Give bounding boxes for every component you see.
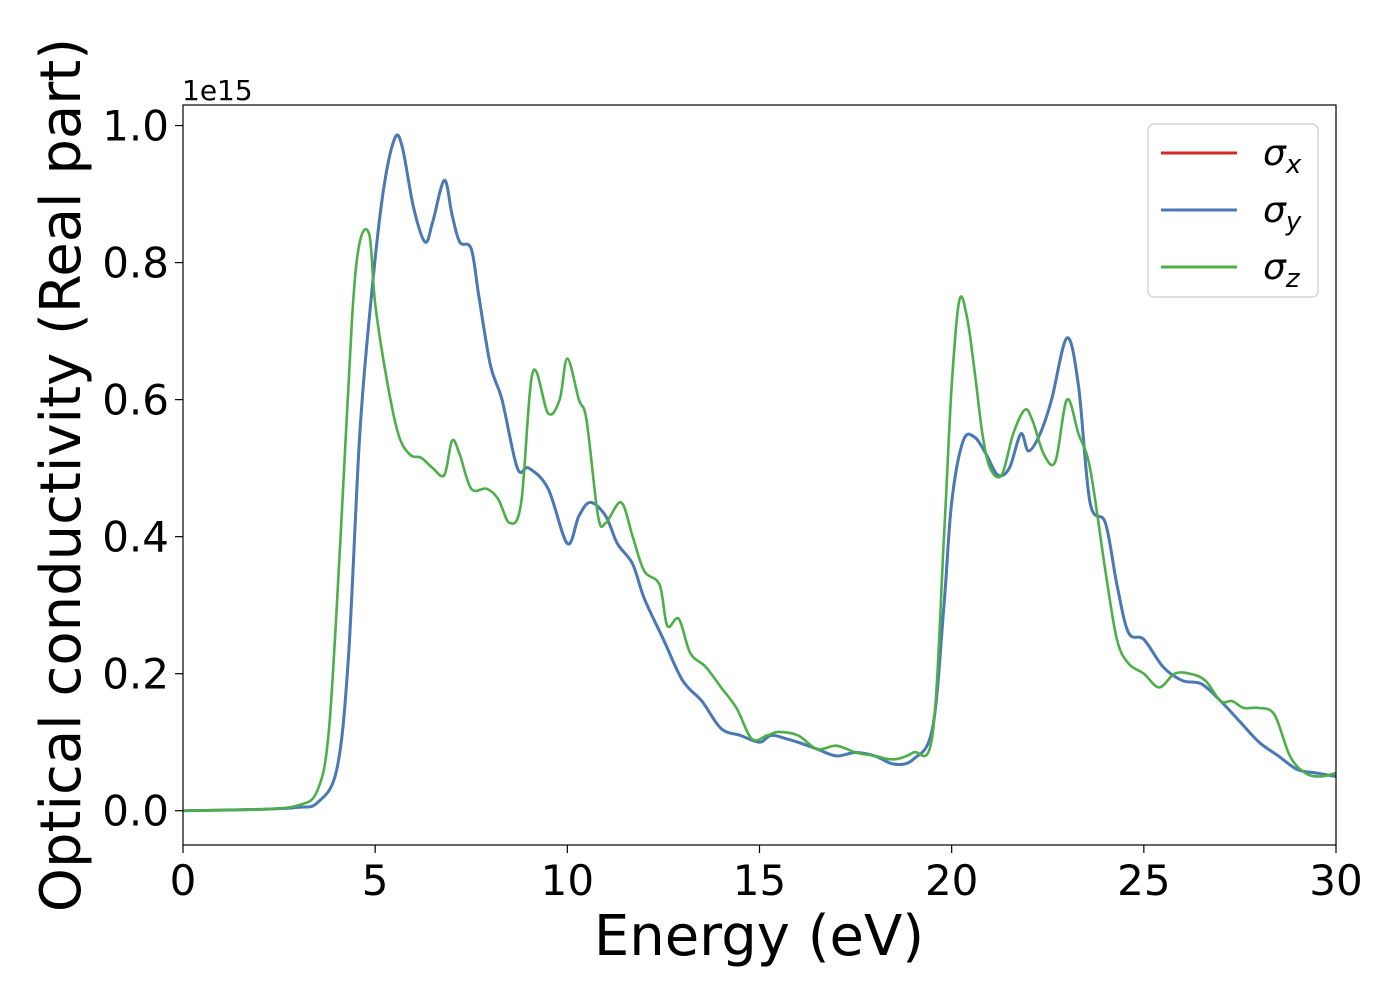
y-offset-label: 1e15 bbox=[182, 74, 253, 107]
x-tick-label: 20 bbox=[925, 856, 978, 905]
y-tick-label: 1.0 bbox=[102, 102, 169, 151]
series-line-y bbox=[183, 133, 1336, 813]
series-layer bbox=[183, 133, 1336, 813]
y-axis-label: Optical conductivity (Real part) bbox=[29, 38, 94, 912]
x-tick-label: 5 bbox=[362, 856, 389, 905]
y-tick-label: 0.4 bbox=[102, 513, 169, 562]
series-line-z bbox=[183, 227, 1336, 813]
legend: σx σy σz bbox=[1147, 123, 1319, 298]
y-tick-label: 0.8 bbox=[102, 239, 169, 288]
x-tick-label: 15 bbox=[733, 856, 786, 905]
y-tick-label: 0.0 bbox=[102, 787, 169, 836]
x-tick-label: 10 bbox=[541, 856, 594, 905]
y-tick-label: 0.2 bbox=[102, 650, 169, 699]
x-axis: 0 5 10 15 20 25 30 bbox=[170, 845, 1363, 905]
legend-label-z: σz bbox=[1263, 247, 1301, 294]
x-tick-label: 0 bbox=[170, 856, 197, 905]
legend-label-y: σy bbox=[1263, 190, 1302, 237]
x-tick-label: 25 bbox=[1117, 856, 1170, 905]
y-axis: 0.0 0.2 0.4 0.6 0.8 1.0 bbox=[102, 102, 183, 836]
plot-area bbox=[183, 105, 1336, 845]
x-axis-label: Energy (eV) bbox=[594, 904, 924, 969]
legend-label-x: σx bbox=[1263, 133, 1302, 180]
y-tick-label: 0.6 bbox=[102, 376, 169, 425]
x-tick-label: 30 bbox=[1309, 856, 1362, 905]
